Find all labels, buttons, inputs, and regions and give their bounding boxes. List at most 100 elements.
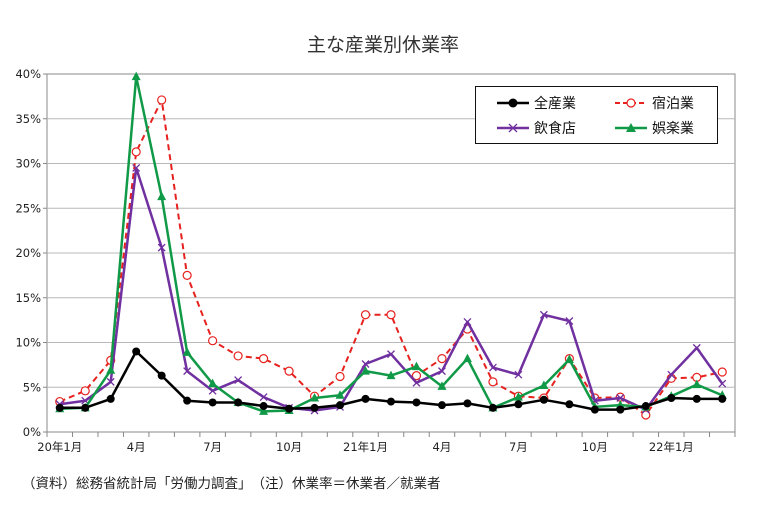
x-tick-label: 20年1月 <box>37 440 82 454</box>
data-point-all-industries <box>616 405 625 414</box>
legend-label-restaurants: 飲食店 <box>534 121 576 137</box>
data-point-restaurants <box>132 164 141 172</box>
data-point-entertainment <box>361 366 371 375</box>
data-point-entertainment <box>411 361 421 371</box>
data-point-entertainment <box>106 365 116 374</box>
x-tick-label: 4月 <box>433 440 452 454</box>
x-tick-label: 22年1月 <box>649 440 694 454</box>
x-tick-label: 4月 <box>127 440 146 454</box>
data-point-accommodation <box>208 336 218 346</box>
data-point-accommodation <box>437 354 447 364</box>
data-point-restaurants <box>692 343 701 352</box>
y-tick-label: 20% <box>15 246 41 260</box>
data-point-restaurants <box>259 393 268 402</box>
data-point-accommodation <box>641 410 651 420</box>
data-point-restaurants <box>488 363 497 372</box>
data-point-all-industries <box>285 404 294 413</box>
data-point-all-industries <box>463 399 472 408</box>
legend-swatch-all-industries <box>497 98 529 108</box>
data-point-accommodation <box>258 354 269 364</box>
legend-item-restaurants: 飲食店 <box>496 117 576 139</box>
legend-item-accommodation: 宿泊業 <box>614 92 694 114</box>
data-point-all-industries <box>81 403 90 412</box>
data-point-restaurants <box>183 367 192 376</box>
legend-label-all-industries: 全産業 <box>534 96 576 112</box>
y-tick-label: 40% <box>15 67 41 81</box>
data-point-all-industries <box>361 394 370 403</box>
data-point-entertainment <box>259 406 269 415</box>
legend-label-accommodation: 宿泊業 <box>652 96 694 112</box>
data-point-all-industries <box>718 394 727 403</box>
data-point-all-industries <box>539 395 548 404</box>
legend: 全産業 宿泊業 飲食店 娯楽業 <box>475 86 718 144</box>
data-point-entertainment <box>564 354 574 364</box>
data-point-accommodation <box>284 366 294 376</box>
data-point-accommodation <box>80 386 90 396</box>
data-point-restaurants <box>412 378 421 387</box>
legend-item-entertainment: 娯楽業 <box>614 117 694 139</box>
data-point-restaurants <box>234 376 243 385</box>
data-point-entertainment <box>182 347 192 356</box>
data-point-all-industries <box>565 400 574 409</box>
data-point-all-industries <box>488 403 497 412</box>
data-point-restaurants <box>565 317 574 325</box>
data-point-accommodation <box>335 371 345 382</box>
y-tick-label: 30% <box>15 157 41 171</box>
legend-item-all-industries: 全産業 <box>496 92 576 114</box>
data-point-accommodation <box>411 371 422 381</box>
y-tick-label: 15% <box>15 291 41 305</box>
data-point-restaurants <box>539 310 548 319</box>
data-point-entertainment <box>208 378 218 388</box>
data-point-entertainment <box>386 370 396 380</box>
x-tick-label: 7月 <box>203 440 222 454</box>
data-point-all-industries <box>183 396 192 405</box>
data-point-all-industries <box>590 405 599 414</box>
legend-swatch-restaurants <box>497 123 529 133</box>
data-point-all-industries <box>310 403 319 412</box>
data-point-entertainment <box>157 191 167 201</box>
data-point-restaurants <box>514 370 523 379</box>
data-point-restaurants <box>106 377 115 386</box>
data-point-accommodation <box>233 351 243 361</box>
x-tick-label: 10月 <box>582 440 608 454</box>
data-point-all-industries <box>336 401 345 410</box>
x-tick-label: 7月 <box>509 440 528 454</box>
data-point-all-industries <box>55 403 64 412</box>
data-point-accommodation <box>360 310 371 320</box>
data-point-accommodation <box>717 367 727 377</box>
legend-label-entertainment: 娯楽業 <box>652 121 694 137</box>
data-point-restaurants <box>438 367 446 376</box>
y-tick-label: 35% <box>15 112 41 126</box>
data-point-all-industries <box>387 397 395 406</box>
data-point-all-industries <box>208 398 217 407</box>
data-point-entertainment <box>513 392 523 401</box>
data-point-all-industries <box>412 398 421 407</box>
data-point-entertainment <box>692 379 702 389</box>
data-point-restaurants <box>463 317 472 326</box>
data-point-entertainment <box>462 353 472 363</box>
data-point-all-industries <box>259 402 268 411</box>
data-point-accommodation <box>488 377 498 387</box>
data-point-accommodation <box>157 95 167 105</box>
data-point-entertainment <box>539 380 549 389</box>
footnote: （資料）総務省統計局「労働力調査」 （注）休業率＝休業者／就業者 <box>22 476 441 492</box>
data-point-all-industries <box>157 371 166 380</box>
data-point-entertainment <box>310 392 320 402</box>
data-point-restaurants <box>361 360 370 368</box>
y-tick-label: 0% <box>23 425 41 439</box>
data-point-restaurants <box>616 394 625 402</box>
data-point-entertainment <box>131 71 141 81</box>
data-point-restaurants <box>157 243 166 252</box>
data-point-all-industries <box>106 394 115 403</box>
data-point-all-industries <box>641 402 650 411</box>
chart-title: 主な産業別休業率 <box>306 34 459 56</box>
data-point-restaurants <box>387 350 395 359</box>
data-point-restaurants <box>718 379 727 388</box>
data-point-accommodation <box>131 147 141 157</box>
y-tick-label: 5% <box>23 380 41 394</box>
data-point-all-industries <box>234 398 243 407</box>
data-point-restaurants <box>208 386 217 395</box>
legend-swatch-entertainment <box>615 123 647 132</box>
data-point-entertainment <box>437 381 447 390</box>
